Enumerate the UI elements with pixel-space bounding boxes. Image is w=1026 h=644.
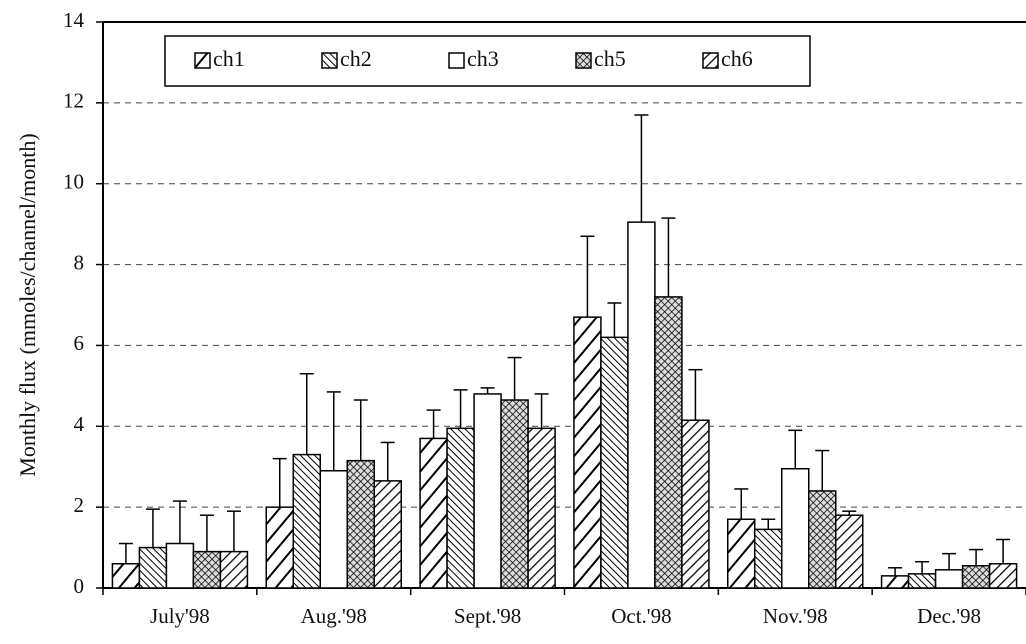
bar [600,336,629,589]
bar [835,514,864,589]
bar [111,562,141,589]
y-tick-label: 6 [74,331,85,355]
legend-swatch [702,52,719,69]
bar [165,542,195,589]
bar [907,573,937,589]
bar [961,565,991,589]
bar [138,546,168,589]
bar [808,490,837,589]
x-tick-label: Aug.'98 [301,604,367,628]
bar [265,506,294,589]
legend-swatch [194,52,211,69]
x-tick-label: Oct.'98 [611,604,671,628]
bar [573,316,602,589]
x-tick-label: Dec.'98 [917,604,981,628]
bar [192,550,222,589]
bar [473,393,502,589]
bar [419,437,448,589]
legend-label: ch2 [340,46,372,71]
bar [292,453,321,589]
legend-swatch [575,52,592,69]
x-tick-label: Nov.'98 [763,604,828,628]
y-tick-label: 0 [74,574,85,598]
y-tick-label: 8 [74,250,85,274]
bar [446,427,475,589]
x-tick-label: Sept.'98 [454,604,521,628]
legend-swatch [321,52,338,69]
legend-swatch [448,52,465,69]
bar [754,528,783,589]
bar [727,518,756,589]
legend-label: ch3 [467,46,499,71]
bar [373,480,402,589]
bar [627,221,656,589]
bar [781,467,810,589]
y-tick-label: 2 [74,493,85,517]
bar [681,419,710,589]
y-tick-label: 10 [63,170,84,194]
y-tick-label: 4 [74,412,85,436]
bar [346,459,375,589]
legend-label: ch5 [594,46,626,71]
bar [319,470,348,589]
legend-label: ch1 [213,46,245,71]
legend-label: ch6 [721,46,753,71]
bar [880,575,910,589]
y-tick-label: 14 [63,8,85,32]
bar [219,550,249,589]
y-tick-label: 12 [63,89,84,113]
bar [527,427,556,589]
bar [500,399,529,589]
bar [988,562,1018,589]
bar [654,296,683,589]
bar [934,569,964,589]
x-tick-label: July'98 [150,604,210,628]
y-axis-label: Monthly flux (mmoles/channel/month) [15,133,40,476]
